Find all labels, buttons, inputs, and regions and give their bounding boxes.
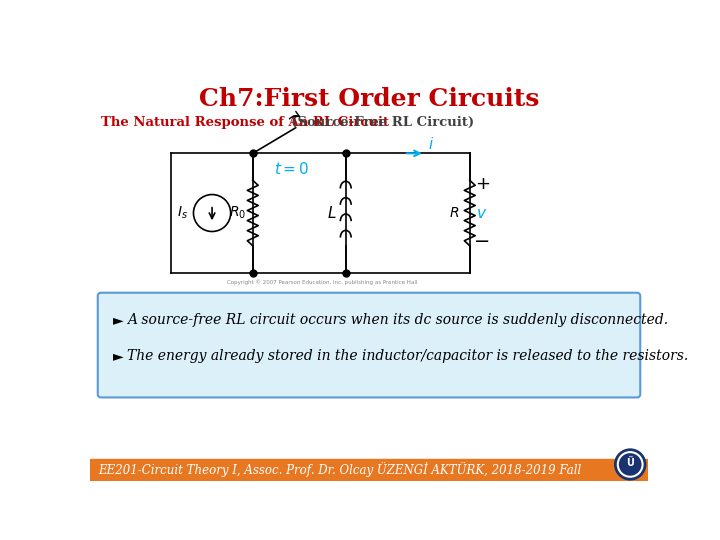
Text: The energy already stored in the inductor/capacitor is released to the resistors: The energy already stored in the inducto… [127, 349, 688, 363]
Text: $R_0$: $R_0$ [229, 205, 246, 221]
Text: −: − [474, 232, 490, 252]
Text: ►: ► [113, 349, 124, 363]
Text: (Source-Free RL Circuit): (Source-Free RL Circuit) [282, 116, 474, 129]
Text: $R$: $R$ [449, 206, 459, 220]
Text: Ch7:First Order Circuits: Ch7:First Order Circuits [199, 87, 539, 111]
Bar [90, 459, 648, 481]
Text: $i$: $i$ [428, 136, 434, 152]
Text: +: + [474, 175, 490, 193]
Circle shape [615, 449, 646, 480]
Text: The Natural Response of An RL Circuit: The Natural Response of An RL Circuit [101, 116, 389, 129]
Text: $v$: $v$ [476, 206, 487, 220]
Text: $t=0$: $t=0$ [274, 161, 309, 177]
Circle shape [621, 455, 639, 474]
Text: EE201-Circuit Theory I, Assoc. Prof. Dr. Olcay ÜZENGİ AKTÜRK, 2018-2019 Fall: EE201-Circuit Theory I, Assoc. Prof. Dr.… [98, 462, 581, 477]
FancyBboxPatch shape [98, 293, 640, 397]
Text: $L$: $L$ [327, 205, 336, 221]
Text: ►: ► [113, 313, 124, 327]
Text: A source-free RL circuit occurs when its dc source is suddenly disconnected.: A source-free RL circuit occurs when its… [127, 313, 668, 327]
Text: Copyright © 2007 Pearson Education, Inc. publishing as Prentice Hall: Copyright © 2007 Pearson Education, Inc.… [228, 279, 418, 285]
Text: $I_s$: $I_s$ [177, 205, 188, 221]
Text: Ü: Ü [626, 458, 634, 468]
